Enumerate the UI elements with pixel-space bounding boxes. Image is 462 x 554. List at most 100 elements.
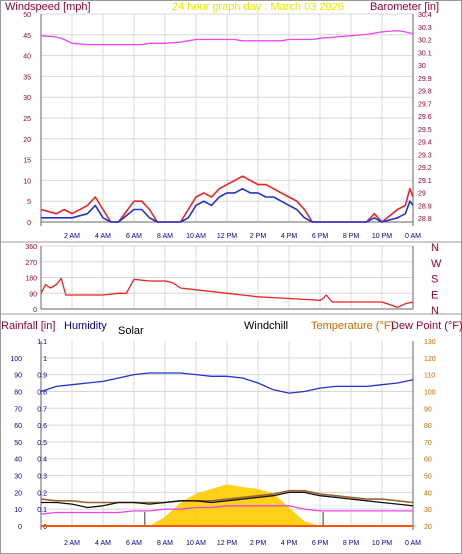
x-tick-label-wind: 6 PM	[312, 233, 329, 240]
wind-y-tick: 5	[27, 199, 31, 206]
barometer-y-tick: 29.4	[418, 140, 432, 147]
temperature-y-tick: 70	[424, 440, 432, 447]
barometer-y-tick: 28.8	[418, 216, 432, 223]
temperature-y-tick: 90	[424, 406, 432, 413]
barometer-y-tick: 30.2	[418, 38, 432, 45]
humidity-label: Humidity	[64, 320, 107, 332]
x-tick-label-climate: 2 PM	[250, 540, 267, 547]
wind-y-tick: 45	[23, 33, 31, 40]
temperature-y-tick: 130	[424, 339, 436, 346]
barometer-y-tick: 30.3	[418, 25, 432, 32]
rain-y-tick: 0.9	[37, 373, 47, 380]
wind-y-tick: 20	[23, 137, 31, 144]
wind-y-tick: 30	[23, 95, 31, 102]
temperature-y-tick: 20	[424, 524, 432, 531]
x-tick-label-climate: 10 AM	[186, 540, 206, 547]
barometer-y-tick: 30	[418, 63, 426, 70]
compass-label: N	[431, 242, 439, 254]
x-tick-label-climate: 8 PM	[343, 540, 360, 547]
dewpoint-line	[40, 505, 413, 515]
humidity-line	[40, 372, 414, 394]
humidity-y-tick: 20	[14, 490, 22, 497]
x-tick-label-climate: 12 PM	[217, 540, 237, 547]
rain-y-tick: 0	[43, 524, 47, 531]
barometer-line	[40, 29, 413, 46]
x-tick-label-wind: 2 PM	[250, 233, 267, 240]
humidity-y-tick: 100	[10, 356, 22, 363]
grid-layer	[40, 13, 414, 527]
x-tick-label-climate: 4 AM	[95, 540, 111, 547]
humidity-y-tick: 70	[14, 406, 22, 413]
humidity-y-tick: 10	[14, 507, 22, 514]
direction-y-tick: 270	[25, 260, 37, 267]
wind-y-tick: 40	[23, 54, 31, 61]
temperature-y-tick: 120	[424, 356, 436, 363]
x-tick-label-wind: 0 AM	[405, 233, 421, 240]
rain-y-tick: 0.4	[37, 457, 47, 464]
barometer-y-tick: 29.3	[418, 152, 432, 159]
x-tick-label-climate: 6 PM	[312, 540, 329, 547]
compass-label: N	[431, 305, 439, 317]
solar-label: Solar	[118, 325, 144, 337]
series-layer	[40, 29, 414, 527]
humidity-y-tick: 50	[14, 440, 22, 447]
barometer-y-tick: 29.8	[418, 89, 432, 96]
temperature-y-tick: 60	[424, 457, 432, 464]
rain-y-tick: 0.3	[37, 474, 47, 481]
rain-y-tick: 0.5	[37, 440, 47, 447]
windavg-line	[41, 187, 414, 223]
barometer-y-tick: 29.1	[418, 178, 432, 185]
direction-y-tick: 90	[29, 291, 37, 298]
barometer-y-tick: 29.5	[418, 127, 432, 134]
temperature-y-tick: 100	[424, 389, 436, 396]
temperature-line	[40, 489, 414, 504]
x-tick-label-climate: 10 PM	[372, 540, 392, 547]
humidity-y-tick: 30	[14, 474, 22, 481]
temperature-y-tick: 50	[424, 474, 432, 481]
barometer-y-tick: 30.1	[418, 50, 432, 57]
x-tick-label-climate: 0 AM	[405, 540, 421, 547]
temperature-y-tick: 80	[424, 423, 432, 430]
wind-y-tick: 0	[27, 220, 31, 227]
x-tick-label-wind: 12 PM	[217, 233, 237, 240]
humidity-y-tick: 60	[14, 423, 22, 430]
x-tick-label-climate: 8 AM	[157, 540, 173, 547]
x-tick-label-climate: 6 AM	[126, 540, 142, 547]
x-tick-label-wind: 4 AM	[95, 233, 111, 240]
barometer-y-tick: 29.9	[418, 76, 432, 83]
x-tick-label-wind: 6 AM	[126, 233, 142, 240]
humidity-y-tick: 40	[14, 457, 22, 464]
windchill-label: Windchill	[244, 320, 288, 332]
compass-label: S	[431, 274, 438, 286]
x-tick-label-climate: 4 PM	[281, 540, 298, 547]
windchill-line	[41, 491, 414, 509]
barometer-y-tick: 30.4	[418, 12, 432, 19]
compass-label: E	[431, 289, 438, 301]
x-tick-label-wind: 2 AM	[64, 233, 80, 240]
direction-y-tick: 180	[25, 276, 37, 283]
humidity-y-tick: 80	[14, 389, 22, 396]
dewpoint-label: Dew Point (°F)	[391, 320, 462, 332]
direction-y-tick: 360	[25, 244, 37, 251]
rain-y-tick: 1.1	[37, 339, 47, 346]
x-tick-label-wind: 10 PM	[372, 233, 392, 240]
x-tick-label-wind: 10 AM	[186, 233, 206, 240]
x-tick-label-wind: 4 PM	[281, 233, 298, 240]
temperature-y-tick: 110	[424, 373, 435, 380]
compass-label: W	[431, 258, 442, 270]
wind-y-tick: 35	[23, 74, 31, 81]
wind-y-tick: 15	[23, 158, 31, 165]
wind-y-tick: 25	[23, 116, 31, 123]
wind-y-tick: 10	[23, 178, 31, 185]
barometer-y-tick: 28.9	[418, 203, 432, 210]
humidity-y-tick: 0	[18, 524, 22, 531]
direction-y-tick: 0	[33, 307, 37, 314]
temperature-y-tick: 40	[424, 490, 432, 497]
direction-line	[40, 277, 414, 308]
rain-y-tick: 0.7	[37, 406, 47, 413]
rain-y-tick: 1	[43, 356, 47, 363]
barometer-y-tick: 29	[418, 191, 426, 198]
